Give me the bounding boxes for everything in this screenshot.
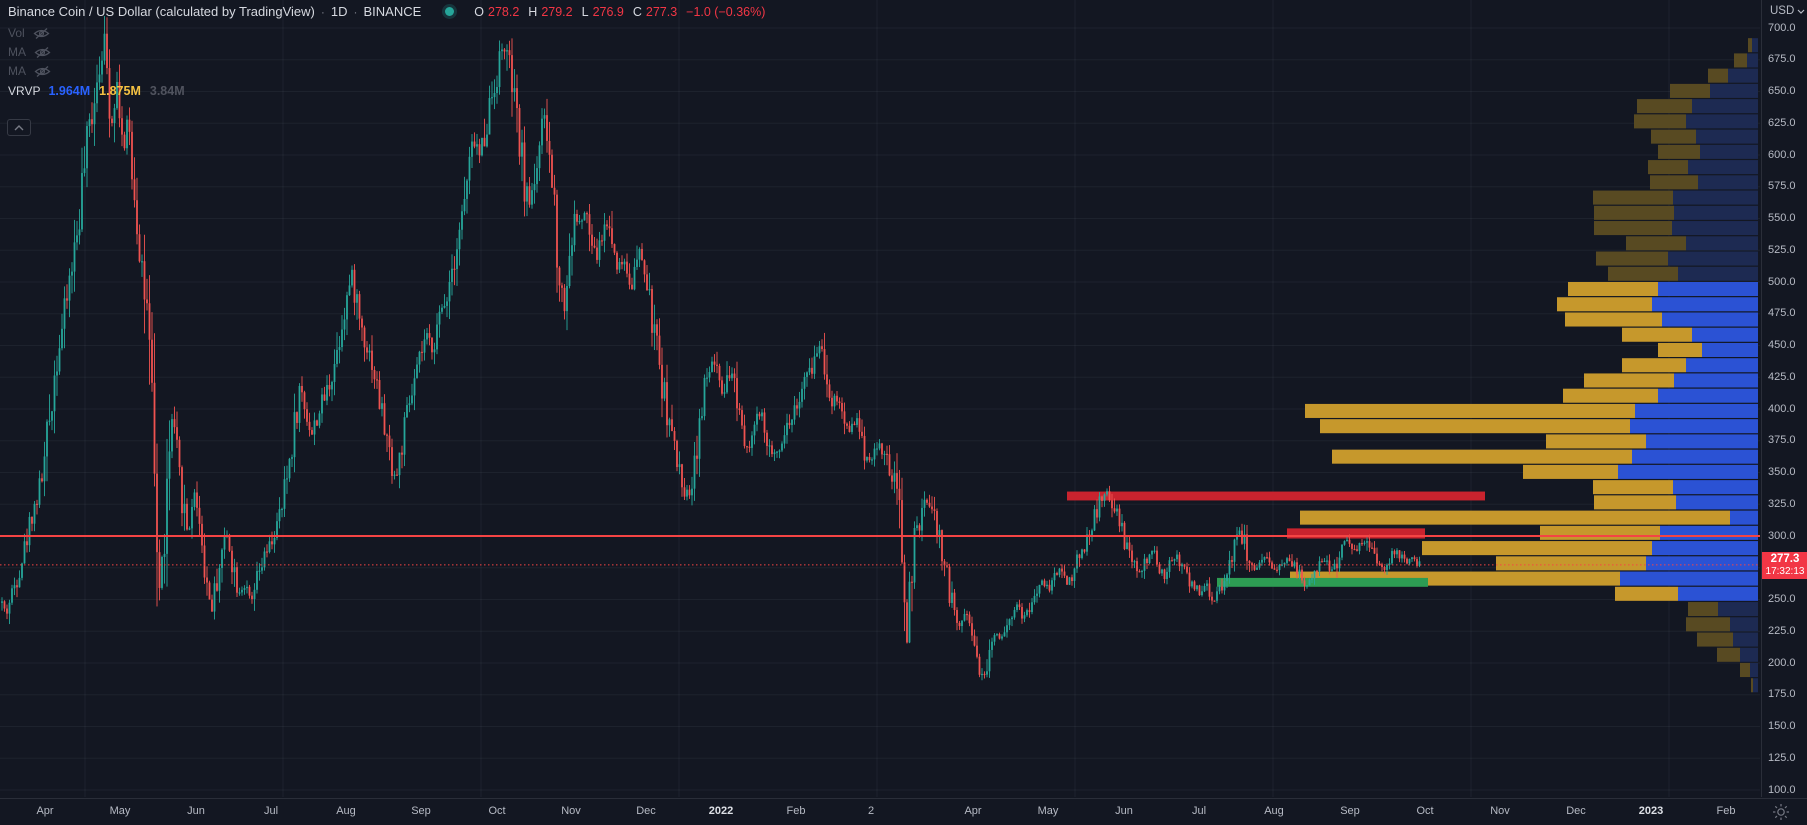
eye-off-icon[interactable] — [34, 65, 51, 78]
header-separator: · — [353, 4, 358, 19]
price-axis-label: 125.0 — [1768, 751, 1796, 764]
price-axis-label: 100.0 — [1768, 783, 1796, 796]
vrvp-value-1: 1.964M — [48, 84, 91, 98]
time-axis-label: Nov — [1490, 805, 1510, 817]
indicator-row-ma1: MA — [8, 45, 51, 59]
time-axis-label: Jul — [263, 805, 279, 817]
close-value: 277.3 — [645, 4, 678, 19]
price-axis-label: 250.0 — [1768, 593, 1796, 605]
time-axis-label: May — [1037, 805, 1059, 817]
price-axis-label: 200.0 — [1768, 656, 1796, 669]
vrvp-indicator-label[interactable]: VRVP — [8, 84, 41, 98]
price-axis-label: 700.0 — [1768, 21, 1796, 34]
time-axis-label: Nov — [561, 805, 581, 817]
support-zone-3[interactable] — [1217, 577, 1428, 587]
time-axis-label: Dec — [1566, 805, 1586, 817]
time-axis-label: Apr — [964, 805, 982, 817]
vrvp-value-3: 3.84M — [149, 84, 185, 98]
grid — [0, 0, 1760, 797]
price-axis-label: 625.0 — [1768, 116, 1796, 129]
price-axis-label: 550.0 — [1768, 212, 1796, 224]
eye-off-icon[interactable] — [33, 27, 50, 40]
price-axis-label: 500.0 — [1768, 275, 1796, 288]
time-axis[interactable]: Apr May Jun Jul Aug Sep Oct Nov Dec 2022 Feb 2 Apr Ma… — [0, 798, 1807, 825]
collapse-legend-button[interactable] — [7, 119, 31, 136]
last-price-badge: 277.3 17:32:13 — [1762, 552, 1807, 579]
market-status-icon[interactable] — [445, 7, 455, 16]
time-axis-label: Aug — [336, 805, 356, 817]
time-axis-label: 2023 — [1638, 805, 1664, 817]
indicator-row-ma2: MA — [8, 64, 51, 78]
price-axis-label: 350.0 — [1768, 466, 1796, 478]
price-axis[interactable]: USD 700.0 675.0 650.0 625.0 600.0 575.0 550.0 5… — [1761, 0, 1807, 797]
indicator-row-volume: Vol — [8, 26, 50, 40]
time-axis-label: 2 — [867, 805, 875, 817]
vrvp-value-2: 1.875M — [99, 84, 141, 98]
volume-profile — [1290, 38, 1758, 693]
interval-label[interactable]: 1D — [330, 4, 348, 19]
price-axis-label: 675.0 — [1768, 53, 1796, 66]
bar-countdown: 17:32:13 — [1765, 566, 1805, 577]
time-axis-label: Feb — [786, 805, 806, 817]
exchange-label[interactable]: BINANCE — [363, 4, 422, 19]
currency-selector[interactable]: USD — [1770, 5, 1805, 17]
time-axis-label: Sep — [411, 805, 431, 817]
price-axis-label: 650.0 — [1768, 85, 1796, 97]
time-axis-label: Dec — [636, 805, 656, 817]
price-axis-label: 300.0 — [1768, 529, 1796, 542]
time-axis-label: Sep — [1340, 805, 1360, 817]
price-axis-label: 150.0 — [1768, 720, 1796, 732]
price-axis-label: 475.0 — [1768, 307, 1796, 320]
time-axis-label: 2022 — [708, 805, 734, 817]
high-value: 279.2 — [541, 4, 573, 19]
indicator-row-vrvp: VRVP 1.964M 1.875M 3.84M — [8, 84, 185, 98]
price-axis-label: 450.0 — [1768, 339, 1796, 351]
price-axis-label: 575.0 — [1768, 180, 1796, 193]
time-axis-label: May — [109, 805, 131, 817]
price-axis-label: 525.0 — [1768, 243, 1796, 256]
ma1-indicator-label[interactable]: MA — [8, 45, 26, 59]
axis-settings-sun-icon[interactable] — [1772, 803, 1790, 821]
resistance-zone-1[interactable] — [1067, 491, 1485, 501]
time-axis-label: Jun — [1115, 805, 1133, 817]
time-axis-label: Feb — [1716, 805, 1736, 817]
time-axis-label: Jun — [187, 805, 205, 817]
time-axis-label: Apr — [36, 805, 54, 817]
chevron-up-icon — [14, 124, 24, 130]
header-separator: · — [320, 4, 325, 19]
time-axis-label: Oct — [1416, 805, 1434, 817]
symbol-title[interactable]: Binance Coin / US Dollar (calculated by … — [8, 4, 315, 19]
open-value: 278.2 — [488, 4, 520, 19]
chevron-down-icon — [1797, 9, 1805, 14]
currency-label: USD — [1770, 5, 1795, 17]
price-axis-label: 425.0 — [1768, 370, 1796, 383]
symbol-header: Binance Coin / US Dollar (calculated by … — [8, 4, 765, 19]
price-axis-label: 375.0 — [1768, 434, 1796, 447]
price-axis-label: 325.0 — [1768, 497, 1796, 510]
time-axis-label: Jul — [1191, 805, 1207, 817]
candlesticks — [1, 16, 1421, 681]
time-axis-label: Oct — [488, 805, 506, 817]
drawing-zones — [1067, 491, 1485, 587]
last-price-value: 277.3 — [1770, 553, 1800, 565]
ma2-indicator-label[interactable]: MA — [8, 64, 26, 78]
volume-indicator-label[interactable]: Vol — [8, 26, 25, 40]
price-axis-label: 175.0 — [1768, 688, 1796, 701]
eye-off-icon[interactable] — [34, 46, 51, 59]
ohlc-readout: O 278.2 H 279.2 L 276.9 C 277.3 −1.0 (−0.36%… — [474, 5, 765, 19]
price-axis-label: 225.0 — [1768, 624, 1796, 637]
price-axis-label: 600.0 — [1768, 148, 1796, 161]
time-axis-label: Aug — [1264, 805, 1284, 817]
price-axis-label: 400.0 — [1768, 402, 1796, 415]
high-label: H — [528, 4, 538, 19]
resistance-zone-2[interactable] — [1287, 528, 1425, 539]
change-value: −1.0 (−0.36%) — [686, 4, 766, 19]
low-value: 276.9 — [592, 4, 624, 19]
low-label: L — [581, 4, 589, 19]
close-label: C — [632, 4, 642, 19]
open-label: O — [474, 4, 485, 19]
